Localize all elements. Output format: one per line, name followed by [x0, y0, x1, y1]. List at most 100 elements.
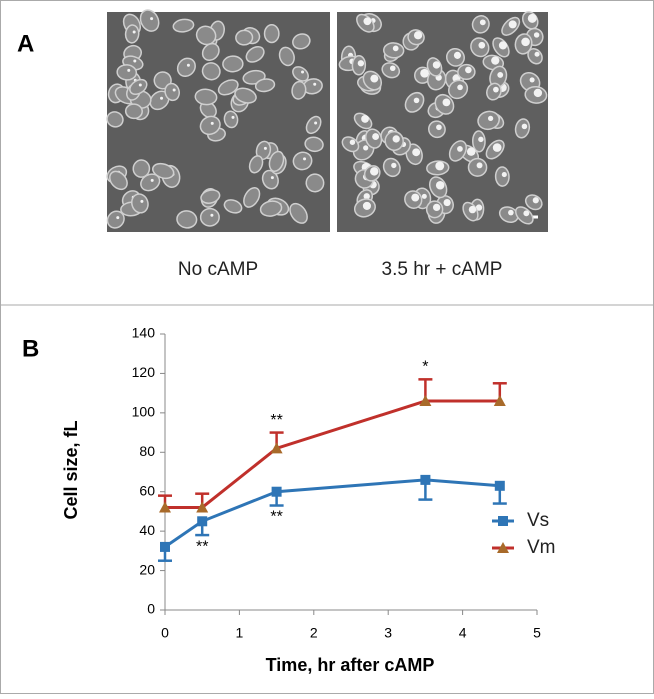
- cell-spot: [140, 199, 144, 203]
- cell: [195, 25, 217, 46]
- marker: [196, 501, 209, 513]
- cell-spot: [432, 203, 441, 212]
- annotation: **: [270, 412, 282, 429]
- cell-spot: [392, 45, 399, 52]
- x-tick-label: 4: [459, 625, 467, 641]
- cell-spot: [361, 115, 369, 123]
- cell-spot: [412, 148, 421, 157]
- cell: [124, 103, 143, 120]
- cell-spot: [521, 123, 528, 130]
- cell-spot: [457, 146, 463, 152]
- x-tick-label: 0: [161, 625, 169, 641]
- cell-spot: [413, 97, 420, 104]
- cell: [268, 150, 285, 173]
- cell-spot: [363, 145, 369, 151]
- cell: [172, 18, 195, 33]
- cell-spot: [127, 68, 131, 72]
- cell-spot: [392, 135, 400, 143]
- cell-spot: [491, 56, 500, 65]
- cell-spot: [443, 199, 451, 207]
- cell-spot: [533, 88, 543, 98]
- panel-label: B: [22, 335, 39, 362]
- cell-spot: [370, 167, 379, 176]
- cell: [254, 78, 276, 93]
- y-axis-label: Cell size, fL: [61, 420, 81, 519]
- cell-spot: [508, 20, 517, 29]
- cell: [199, 207, 220, 227]
- cell-spot: [138, 83, 142, 87]
- cell-spot: [487, 115, 494, 121]
- cell-spot: [478, 41, 486, 49]
- cell-spot: [301, 70, 305, 74]
- cell: [194, 88, 218, 106]
- cell-spot: [413, 31, 423, 40]
- cell: [292, 66, 309, 82]
- cell: [109, 170, 128, 191]
- cell: [124, 24, 140, 44]
- cell-spot: [476, 162, 483, 169]
- cell-spot: [349, 139, 356, 145]
- cell-spot: [533, 32, 540, 38]
- x-tick-label: 1: [236, 625, 244, 641]
- cell-spot: [160, 96, 164, 100]
- cell-spot: [466, 147, 476, 156]
- cell: [152, 162, 175, 180]
- cell-spot: [479, 19, 486, 26]
- legend-marker: [498, 516, 508, 526]
- cell: [199, 115, 221, 136]
- cell-spot: [362, 201, 372, 210]
- cell: [245, 46, 265, 63]
- legend-marker: [497, 542, 509, 553]
- cell: [235, 29, 254, 46]
- cell-spot: [442, 98, 451, 107]
- cell-spot: [435, 161, 445, 171]
- x-tick-label: 5: [533, 625, 541, 641]
- legend-label: Vm: [527, 537, 556, 558]
- cell-spot: [478, 136, 484, 143]
- cell-spot: [468, 205, 477, 214]
- legend-label: Vs: [527, 510, 549, 531]
- y-tick-label: 100: [132, 404, 156, 420]
- cell: [217, 79, 239, 96]
- cell: [116, 64, 138, 81]
- cell-spot: [150, 178, 154, 182]
- caption: No cAMP: [178, 259, 258, 280]
- cell-spot: [475, 204, 483, 211]
- marker: [494, 480, 505, 491]
- cell-spot: [389, 65, 396, 72]
- cell: [132, 159, 151, 178]
- cell: [472, 130, 486, 153]
- cell-spot: [534, 51, 540, 57]
- cell-spot: [420, 68, 430, 78]
- cell: [427, 120, 446, 139]
- cell: [140, 173, 161, 192]
- cell: [477, 110, 500, 131]
- cell-spot: [527, 13, 537, 23]
- cell-spot: [186, 63, 190, 67]
- x-tick-label: 3: [384, 625, 392, 641]
- cell-spot: [421, 193, 427, 199]
- cell-spot: [210, 121, 214, 125]
- cell: [176, 57, 196, 77]
- cell-spot: [432, 61, 441, 69]
- cell-spot: [370, 74, 379, 83]
- y-tick-label: 120: [132, 364, 156, 380]
- cell: [381, 62, 401, 79]
- cell-spot: [521, 37, 530, 47]
- cell-spot: [501, 172, 507, 178]
- cell: [106, 111, 124, 128]
- marker: [419, 395, 432, 407]
- cell-spot: [465, 66, 472, 74]
- marker: [493, 395, 506, 407]
- caption: 3.5 hr + cAMP: [382, 259, 503, 280]
- cell: [248, 155, 264, 174]
- cell-spot: [270, 176, 274, 180]
- cell-spot: [172, 88, 176, 92]
- cell: [291, 80, 307, 100]
- cell-spot: [492, 143, 502, 152]
- cell: [305, 173, 325, 193]
- cell-spot: [508, 209, 514, 216]
- x-axis-label: Time, hr after cAMP: [266, 655, 435, 675]
- cell-spot: [532, 197, 539, 204]
